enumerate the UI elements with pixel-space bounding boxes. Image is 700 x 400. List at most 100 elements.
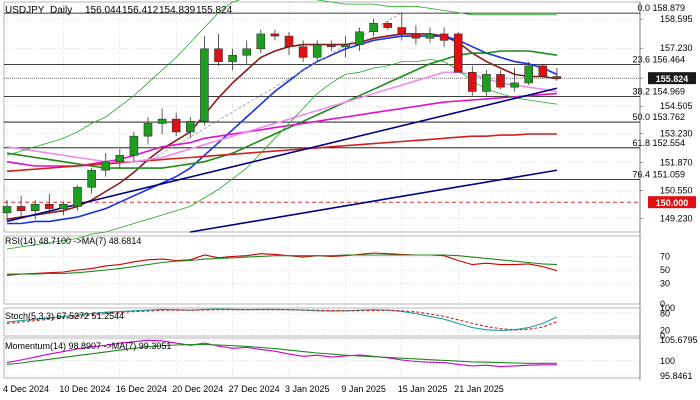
fib-level-label: 76.4 151.059 xyxy=(632,170,685,180)
marked-level-tag-label: 150.000 xyxy=(656,198,689,208)
fib-level-label: 61.8 152.554 xyxy=(632,138,685,148)
x-tick-label: 21 Jan 2025 xyxy=(454,384,504,394)
stoch-title: Stoch(5,3,3) 67.5272 51.2544 xyxy=(5,311,124,321)
bull-candle xyxy=(2,206,12,214)
momentum-tick-label: 105.6795 xyxy=(660,335,698,345)
bull-candle xyxy=(256,33,266,50)
fib-level-label: 50.0 153.762 xyxy=(632,112,685,122)
y-tick-label: 153.230 xyxy=(660,128,693,138)
trendline-1 xyxy=(190,169,558,233)
bull-candle xyxy=(115,155,125,163)
bear-candle xyxy=(383,22,393,28)
rsi-tick-label: 30 xyxy=(660,279,670,289)
y-tick-label: 149.230 xyxy=(660,214,693,224)
bull-candle xyxy=(369,22,378,33)
bear-candle xyxy=(284,35,294,48)
bull-candle xyxy=(425,33,435,39)
overlay-line-0 xyxy=(6,33,558,220)
bear-candle xyxy=(326,44,336,48)
bear-candle xyxy=(397,27,407,35)
overlay-line-1 xyxy=(7,35,558,225)
overlay-line-6 xyxy=(6,0,557,156)
overlay-line-3 xyxy=(6,92,557,167)
stoch-tick-label: 0 xyxy=(660,331,665,341)
symbol-title: USDJPY xyxy=(5,5,45,16)
bull-candle xyxy=(242,48,251,56)
bear-candle xyxy=(171,118,181,133)
ohlc-close: 155.824 xyxy=(196,5,233,16)
rsi-tick-label: 50 xyxy=(660,265,670,275)
bear-candle xyxy=(467,71,477,92)
x-tick-label: 3 Jan 2025 xyxy=(285,384,330,394)
overlay-line-7 xyxy=(6,59,557,250)
x-tick-label: 27 Dec 2024 xyxy=(229,384,280,394)
y-tick-label: 151.870 xyxy=(660,157,693,167)
bull-candle xyxy=(143,123,153,137)
bear-candle xyxy=(411,33,421,39)
bull-candle xyxy=(355,31,364,45)
text-layer: USDJPY Daily 156.044 156.412 154.839 155… xyxy=(5,5,233,351)
bull-candle xyxy=(186,120,195,133)
overlay-line-4 xyxy=(6,133,557,173)
momentum-tick-label: 95.8461 xyxy=(660,371,693,381)
bear-candle xyxy=(496,74,505,88)
momentum-series-1 xyxy=(6,344,557,365)
bear-candle xyxy=(16,206,26,212)
ohlc-low: 154.839 xyxy=(159,5,196,16)
bull-candle xyxy=(129,135,139,156)
rsi-title: RSI(14) 48.7100 ->MA(7) 48.6814 xyxy=(5,236,141,246)
momentum-tick-label: 100 xyxy=(660,356,675,366)
momentum-series-0 xyxy=(6,339,557,368)
bear-candle xyxy=(453,33,463,73)
bull-candle xyxy=(482,74,491,92)
overlay-line-5 xyxy=(6,71,558,163)
bull-candle xyxy=(228,54,237,62)
bull-candle xyxy=(200,48,209,122)
ohlc-open: 156.044 xyxy=(85,5,122,16)
bear-candle xyxy=(270,33,280,37)
rsi-tick-label: 70 xyxy=(660,251,670,261)
stoch-tick-label: 100 xyxy=(660,303,675,313)
y-tick-label: 154.505 xyxy=(660,101,693,111)
x-tick-label: 10 Dec 2024 xyxy=(59,384,110,394)
current-price-tag-label: 155.824 xyxy=(656,74,689,84)
ohlc-high: 156.412 xyxy=(122,5,159,16)
fib-level-label: 23.6 156.464 xyxy=(632,55,685,65)
bull-candle xyxy=(524,65,534,84)
stoch-series-1 xyxy=(6,309,558,331)
bull-candle xyxy=(30,204,40,212)
bear-candle xyxy=(44,204,54,209)
bear-candle xyxy=(214,48,223,62)
bull-candle xyxy=(87,169,96,188)
bull-candle xyxy=(341,44,350,48)
y-tick-label: 157.230 xyxy=(660,43,693,53)
x-tick-label: 4 Dec 2024 xyxy=(3,384,49,394)
timeframe-label: Daily xyxy=(50,5,72,16)
rsi-series-0 xyxy=(6,252,558,276)
bull-candle xyxy=(59,204,68,209)
trendline-0 xyxy=(6,87,558,223)
bear-candle xyxy=(439,33,449,41)
rsi-tick-label: 0 xyxy=(660,299,665,309)
x-tick-label: 16 Dec 2024 xyxy=(116,384,167,394)
fib-level-label: 0.0 158.879 xyxy=(637,3,685,13)
price-panel: 0.0 158.879 23.6 156.464 38.2 154.969 50.0 … xyxy=(2,0,685,250)
marked-level-tag xyxy=(648,196,696,209)
momentum-title: Momentum(14) 98.8907 ->MA(7) 99.3051 xyxy=(5,341,171,351)
fib-level-label: 38.2 154.969 xyxy=(632,86,685,96)
bear-candle xyxy=(552,76,562,79)
x-tick-label: 9 Jan 2025 xyxy=(341,384,386,394)
stoch-tick-label: 80 xyxy=(660,309,670,319)
bull-candle xyxy=(157,118,167,124)
rsi-series-1 xyxy=(7,254,557,275)
x-tick-label: 20 Dec 2024 xyxy=(172,384,223,394)
x-tick-label: 15 Jan 2025 xyxy=(398,384,448,394)
bear-candle xyxy=(298,46,308,58)
bull-candle xyxy=(312,44,322,58)
current-price-tag xyxy=(648,72,696,85)
y-tick-label: 158.595 xyxy=(660,14,693,24)
bull-candle xyxy=(73,186,82,207)
